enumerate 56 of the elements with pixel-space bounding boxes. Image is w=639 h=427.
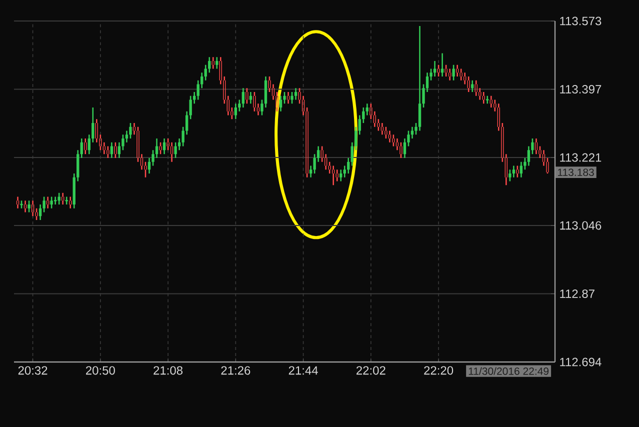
candlestick — [306, 108, 308, 178]
x-tick-label: 22:20 — [424, 366, 454, 375]
candlestick — [444, 64, 448, 76]
x-tick-label: 20:50 — [86, 366, 115, 375]
y-tick-label: 112.694 — [560, 358, 602, 366]
candlestick — [159, 142, 162, 154]
candlestick — [384, 126, 388, 139]
candlestick — [46, 196, 50, 208]
candlestick — [448, 68, 452, 80]
candlestick — [467, 76, 470, 92]
candlestick — [69, 196, 72, 208]
candlestick — [490, 96, 492, 108]
candlestick — [212, 57, 214, 69]
candlestick — [482, 92, 485, 104]
text: 11/30/2016 22:49 — [468, 367, 549, 375]
candlestick — [226, 96, 230, 116]
candlestick — [114, 142, 117, 158]
candlestick — [474, 80, 478, 96]
candlestick — [440, 53, 444, 76]
candlestick — [388, 130, 392, 142]
candlestick — [16, 196, 20, 208]
candlestick — [460, 68, 462, 80]
candlestick — [332, 166, 335, 186]
candlestick — [54, 196, 57, 204]
candlestick — [24, 200, 27, 212]
candlestick — [418, 26, 422, 131]
candlestick — [380, 123, 384, 135]
candlestick — [433, 60, 436, 76]
y-tick-label: 113.573 — [560, 16, 602, 26]
candlestick — [534, 138, 538, 154]
candlestick — [336, 170, 338, 182]
candlestick — [400, 142, 402, 158]
candlestick — [106, 146, 110, 158]
x-tick-label: 21:08 — [154, 366, 183, 375]
candlestick — [253, 92, 256, 112]
y-tick-label: 113.046 — [560, 221, 602, 230]
candlestick — [456, 64, 459, 76]
candlestick — [170, 142, 174, 162]
y-tick-label: 112.87 — [560, 289, 594, 298]
candlestick — [392, 134, 395, 146]
candlestick — [246, 88, 248, 104]
y-tick-label: 113.397 — [560, 85, 602, 94]
candlestick — [61, 192, 64, 204]
candlestick — [286, 92, 290, 104]
x-tick-label: 20:32 — [18, 366, 48, 375]
x-tick-label: 22:02 — [356, 366, 386, 375]
candlestick — [31, 200, 34, 216]
candlestick — [84, 138, 87, 154]
candlestick — [437, 64, 440, 76]
candlestick — [486, 96, 489, 104]
y-tick-label: 113.221 — [560, 153, 602, 162]
candlestick — [494, 100, 496, 112]
x-tick-label: 21:26 — [221, 366, 250, 375]
x-tick-label: 21:44 — [288, 366, 318, 375]
text: 113.183 — [558, 168, 594, 176]
candlestick — [516, 166, 519, 178]
